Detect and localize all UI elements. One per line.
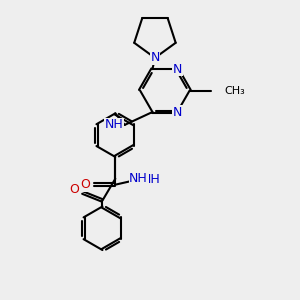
Text: NH: NH bbox=[142, 173, 161, 186]
Text: NH: NH bbox=[129, 172, 148, 185]
Text: O: O bbox=[69, 183, 79, 196]
Text: CH₃: CH₃ bbox=[224, 85, 245, 96]
Text: NH: NH bbox=[105, 118, 124, 131]
Text: O: O bbox=[81, 178, 91, 191]
Text: N: N bbox=[150, 51, 160, 64]
Text: N: N bbox=[172, 63, 182, 76]
Text: N: N bbox=[172, 106, 182, 118]
